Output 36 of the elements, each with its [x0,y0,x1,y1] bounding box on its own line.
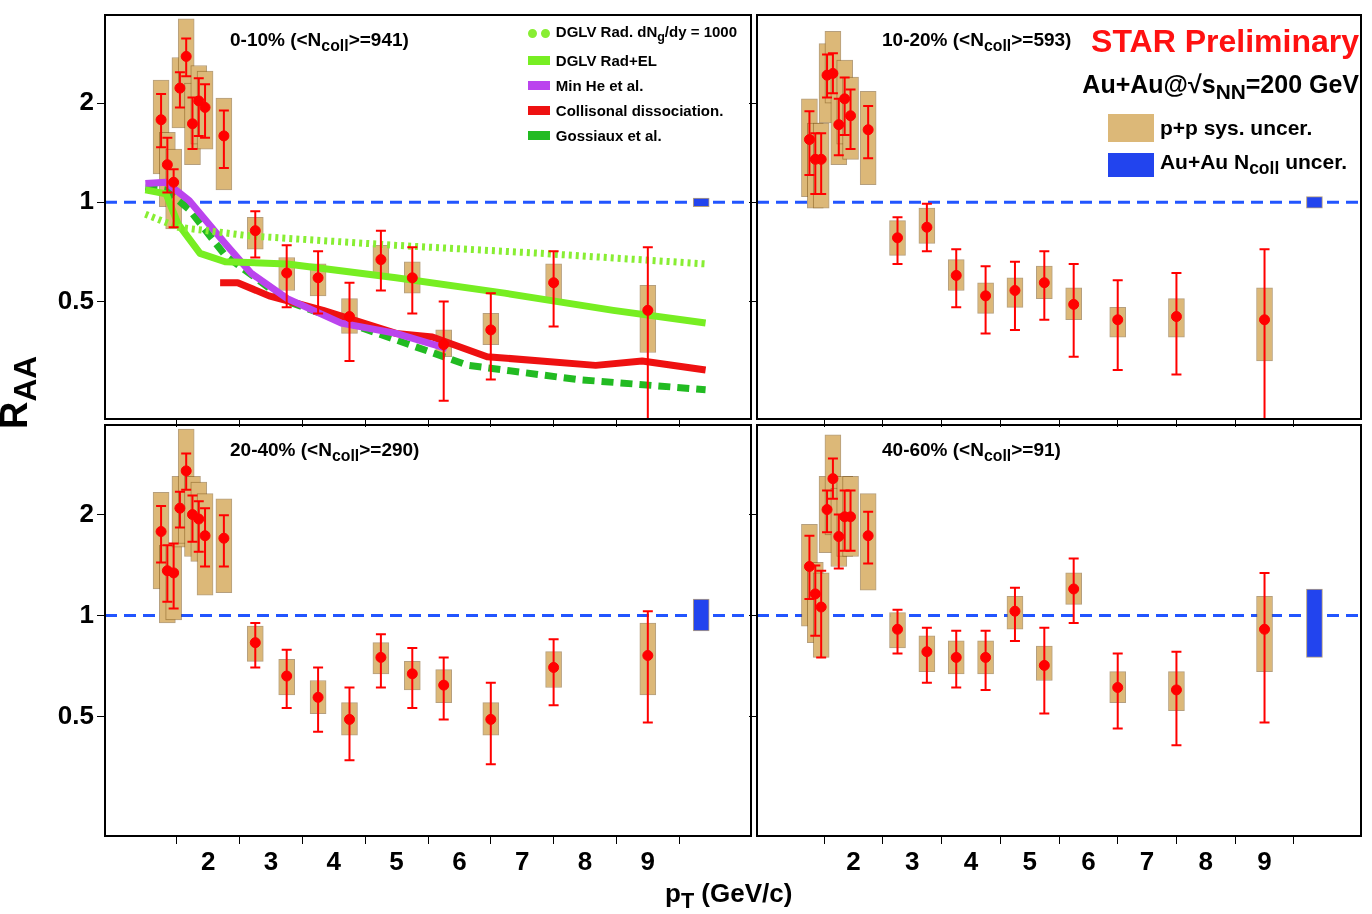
x-tick-label: 6 [452,845,467,876]
x-tick-label: 9 [1257,845,1272,876]
y-tick-label: 1 [79,185,94,216]
legend-label: DGLV Rad. dN$_{g}$/dy = 1000 [555,23,737,44]
x-tick-label: 3 [263,845,279,876]
x-tick-label: 7 [514,845,530,876]
x-tick-label: 9 [640,845,656,876]
y-tick-label: 0.5 [57,284,94,315]
y-tick-label: 0.5 [57,699,94,730]
text: 20-40% (<N$_{coll}$>=290) [230,439,420,465]
x-tick-label: 3 [904,845,920,876]
text: 10-20% (<N$_{coll}$>=593) [882,29,1072,55]
x-tick-label: 8 [577,845,593,876]
x-tick-label: 2 [846,845,861,876]
x-tick-label: 4 [963,845,979,876]
y-tick-label: 1 [79,598,94,629]
x-tick-label: 5 [389,845,404,876]
text: 0-10% (<N$_{coll}$>=941) [230,29,409,55]
legend-label: Gossiaux et al. [555,127,662,144]
y-tick-label: 2 [79,86,94,117]
legend-label: DGLV Rad+EL [555,52,657,69]
annotation: Au+Au@√s$_{NN}$=200 GeV [1082,70,1359,104]
text: 40-60% (<N$_{coll}$>=91) [882,439,1061,465]
x-tick-label: 6 [1081,845,1096,876]
annotation: STAR Preliminary [1091,23,1359,60]
legend-label: p+p sys. uncer. [1159,116,1313,140]
x-tick-label: 5 [1022,845,1037,876]
x-tick-label: 8 [1198,845,1214,876]
x-tick-label: 2 [200,845,216,876]
x-tick-label: 4 [326,845,342,876]
legend-label: Au+Au N$_{coll}$ uncer. [1159,150,1347,180]
legend-label: Min He et al. [555,77,644,94]
legend-label: Collisonal dissociation. [555,102,724,119]
y-tick-label: 2 [79,497,94,528]
x-tick-label: 7 [1139,845,1155,876]
x-axis-title: p$_{T}$ (GeV/c) [665,878,793,914]
